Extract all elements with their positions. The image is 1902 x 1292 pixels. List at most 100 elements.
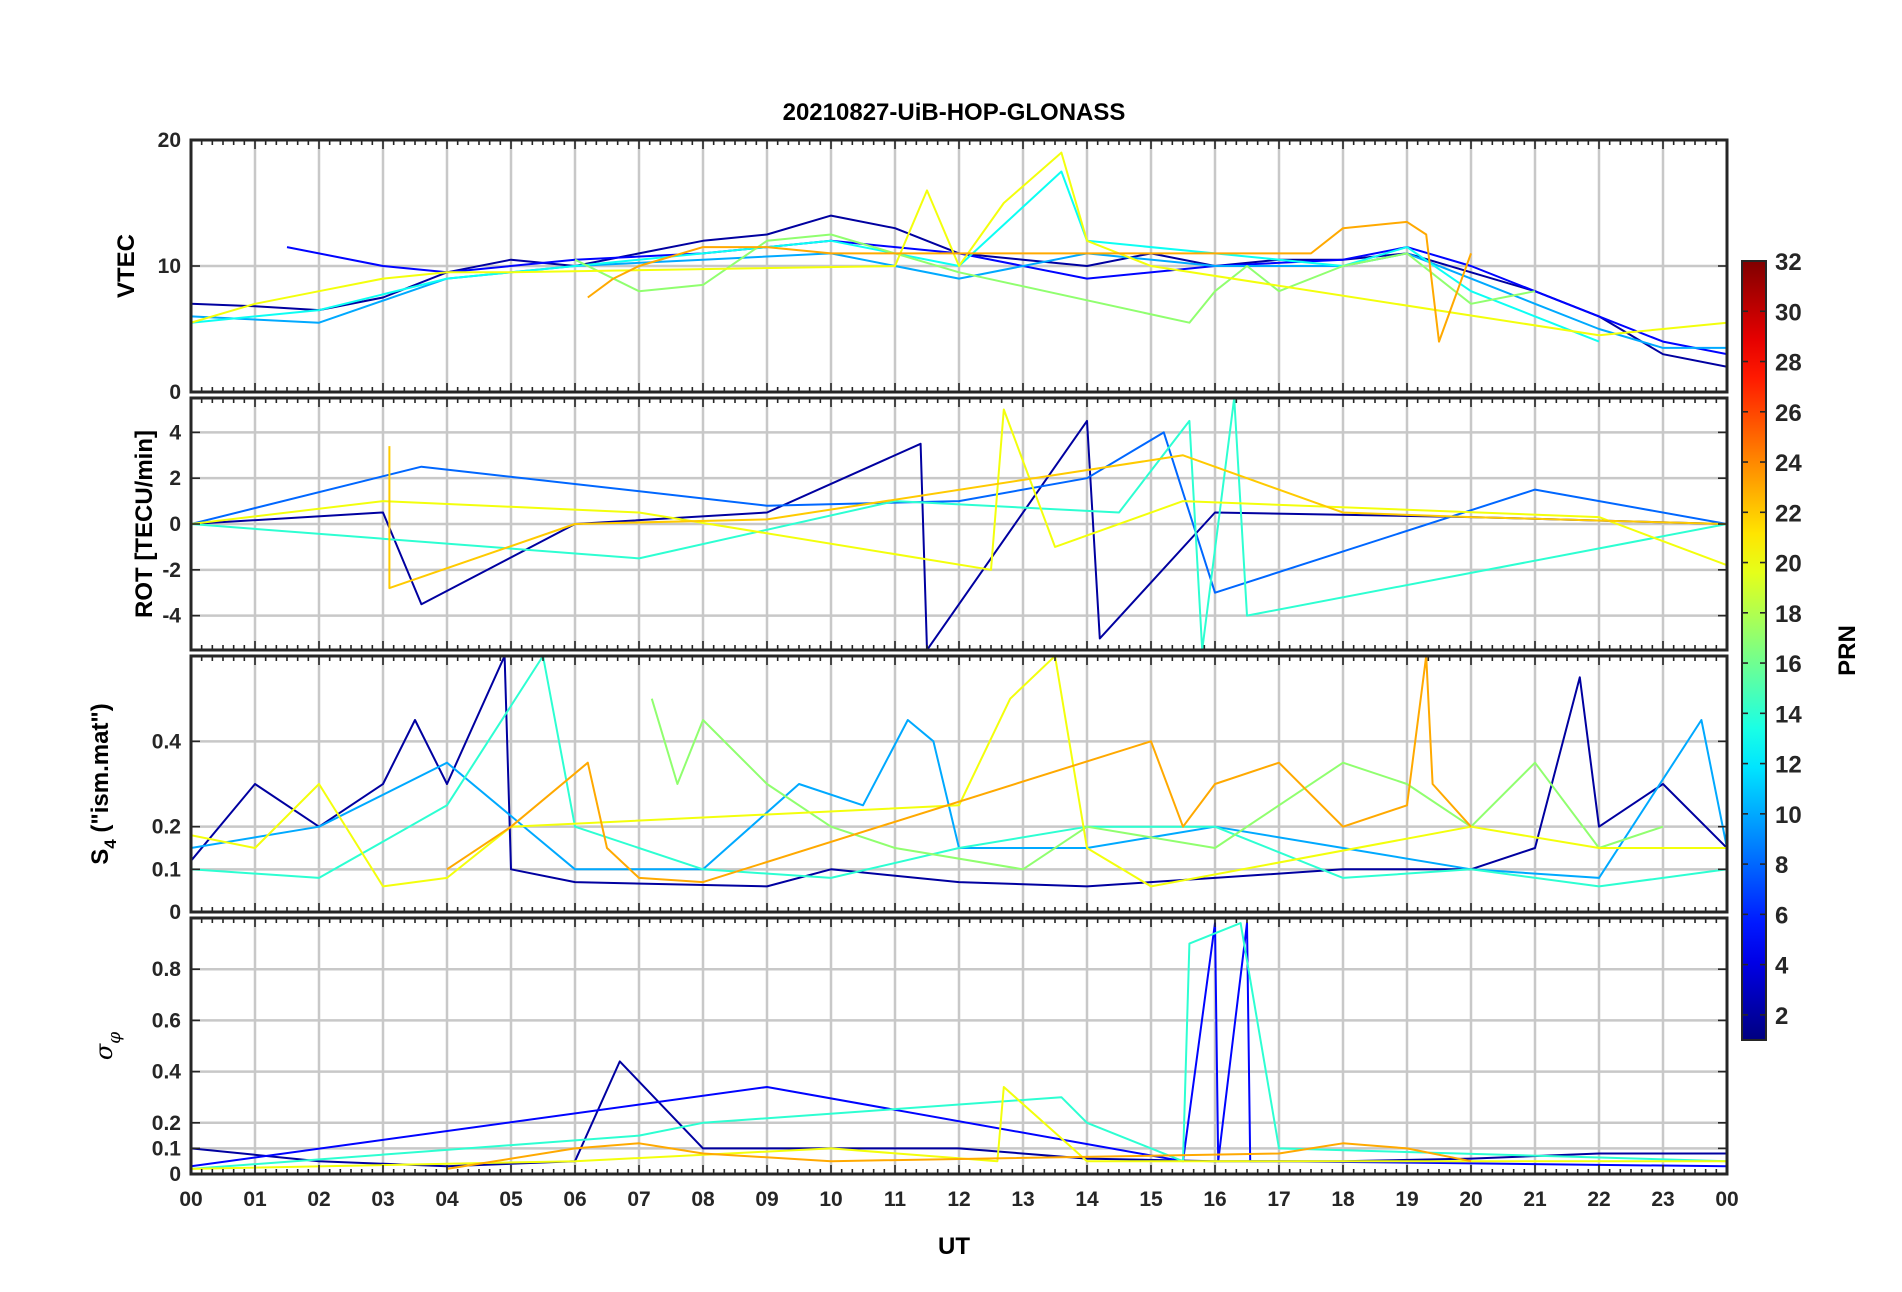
y-tick-label: 0.4 [152,1061,182,1084]
panel-rot: -4 -2 0 2 4 ROT [TECU/min] [131,396,1729,652]
y-axis-label: VTEC [113,234,140,298]
x-tick-label: 11 [884,1188,907,1211]
x-tick-label: 21 [1523,1188,1547,1211]
y-tick-label: 0 [169,1163,181,1186]
colorbar-label: PRN [1834,625,1861,676]
series-line-prn-17 [650,698,1664,871]
panel-frame [189,916,1729,1176]
series-line-prn-23 [446,1142,1472,1170]
series-line-prn-20 [191,408,1727,571]
colorbar-tick-label: 28 [1775,350,1802,377]
series-line-prn-2 [191,419,1727,650]
colorbar-tick-label: 14 [1775,701,1802,728]
series-line-prn-17 [574,233,1536,324]
x-tick-label: 07 [627,1188,650,1211]
colorbar-tick-label: 2 [1775,1003,1788,1030]
x-tick-label: 00 [179,1188,202,1211]
colorbar-tick-label: 30 [1775,299,1802,326]
series-line-prn-5 [286,239,1727,356]
y-tick-label: 0.1 [152,1137,182,1160]
series-line-prn-20 [191,151,1727,337]
panel-frame [189,138,1729,394]
series-line-prn-2 [191,656,1727,888]
y-tick-label: 10 [158,255,181,278]
x-tick-label: 02 [307,1188,330,1211]
y-tick-label: 0.6 [152,1009,181,1032]
x-tick-label: 09 [755,1188,778,1211]
y-tick-label: 0 [169,901,181,924]
y-tick-label: 2 [169,467,181,490]
x-tick-label: 06 [563,1188,586,1211]
panel-s4: 0 0.1 0.2 0.4 S4 ("ism.mat") [87,654,1729,924]
x-tick-label: 15 [1139,1188,1163,1211]
y-axis-label: ROT [TECU/min] [131,430,158,618]
x-tick-label: 10 [819,1188,842,1211]
x-tick-label: 20 [1459,1188,1482,1211]
x-tick-label: 03 [371,1188,394,1211]
y-tick-label: 0.1 [152,858,182,881]
x-tick-label: 14 [1075,1188,1099,1211]
series-group [191,151,1727,368]
series-line-prn-22 [388,446,1727,590]
series-line-prn-14 [191,398,1727,650]
y-axis-label: S4 ("ism.mat") [87,703,120,865]
series-line-prn-14 [191,922,1727,1170]
colorbar-scale [1742,261,1766,1040]
x-tick-label: 04 [435,1188,459,1211]
x-tick-label: 17 [1267,1188,1290,1211]
x-tick-label: 13 [1011,1188,1034,1211]
series-line-prn-23 [587,220,1472,343]
x-tick-label: 00 [1715,1188,1738,1211]
y-tick-label: 4 [169,421,181,444]
colorbar-tick-label: 24 [1775,450,1802,477]
series-group [191,922,1727,1170]
y-axis-label: σφ [90,1032,125,1060]
panel-vtec: 0 10 20 VTEC [113,129,1729,404]
x-tick-label: 19 [1395,1188,1418,1211]
colorbar-tick-label: 16 [1775,651,1802,678]
colorbar-tick-label: 8 [1775,852,1788,879]
y-tick-label: 0.8 [152,958,182,981]
y-label-main: σ [90,1043,118,1060]
x-tick-label: 23 [1651,1188,1674,1211]
x-axis-label: UT [938,1233,970,1260]
colorbar-tick-label: 12 [1775,752,1802,779]
colorbar-tick-label: 18 [1775,601,1802,628]
x-tick-label: 12 [947,1188,970,1211]
colorbar-tick-label: 10 [1775,802,1802,829]
series-line-prn-10 [191,719,1727,879]
y-label-sub: φ [105,1032,125,1044]
series-line-prn-20 [191,656,1727,888]
y-tick-label: 0.2 [152,816,181,839]
x-tick-label: 08 [691,1188,715,1211]
series-line-prn-14 [191,656,1727,888]
y-tick-label: 20 [158,129,181,152]
y-label-main: S [87,849,114,865]
colorbar-tick-label: 22 [1775,500,1802,527]
series-line-prn-23 [446,656,1472,884]
colorbar-tick-label: 26 [1775,400,1802,427]
x-tick-label: 01 [243,1188,267,1211]
colorbar-tick-label: 32 [1775,249,1802,276]
x-tick-label: 18 [1331,1188,1355,1211]
y-label-sub: 4 [101,839,120,849]
x-tick-label: 05 [499,1188,523,1211]
y-tick-label: -4 [162,605,181,628]
y-tick-label: 0.4 [152,730,182,753]
y-tick-label: 0 [169,381,181,404]
x-tick-label: 16 [1203,1188,1226,1211]
y-label-rest: ("ism.mat") [87,703,114,839]
panel-frame [189,654,1729,914]
series-line-prn-13 [191,170,1600,343]
panel-frame [189,396,1729,652]
y-tick-label: 0 [169,513,181,536]
colorbar-frame [1741,260,1767,1041]
panel-sigma_phi: 0 0.10.2 0.4 0.6 0.8 σφ 00 01 02 03 04 05 06 07 08 09 10… [90,916,1739,1211]
series-group [191,656,1727,888]
colorbar-tick-label: 4 [1775,953,1789,980]
series-line-prn-20 [191,1086,1727,1170]
chart-title: 20210827-UiB-HOP-GLONASS [783,99,1126,126]
